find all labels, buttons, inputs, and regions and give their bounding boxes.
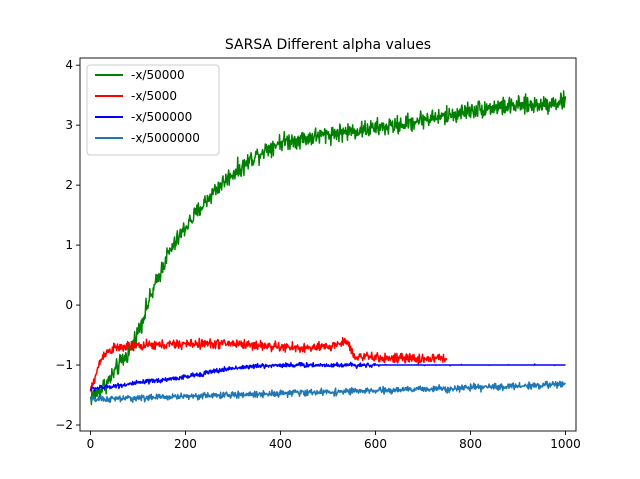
- legend-box: [86, 64, 220, 156]
- x-tick-label: 1000: [550, 437, 581, 451]
- series-line: [89, 380, 566, 404]
- legend-label: -x/50000: [131, 68, 185, 82]
- legend-label: -x/500000: [131, 110, 192, 124]
- plot-lines: [89, 90, 567, 406]
- x-axis: 0 200 400 600 800 1000: [87, 431, 581, 451]
- y-tick-label: 4: [65, 58, 73, 72]
- x-tick-label: 600: [364, 437, 387, 451]
- legend-label: -x/5000: [131, 89, 177, 103]
- y-tick-label: 1: [65, 238, 73, 252]
- series-line: [89, 336, 448, 393]
- y-tick-label: −2: [55, 418, 73, 432]
- y-axis: −2 −1 0 1 2 3 4: [55, 58, 80, 432]
- legend-label: -x/5000000: [131, 131, 200, 145]
- series-line: [89, 361, 566, 392]
- series-line: [89, 90, 567, 406]
- x-tick-label: 0: [87, 437, 95, 451]
- x-tick-label: 400: [269, 437, 292, 451]
- legend: -x/50000 -x/5000 -x/500000 -x/5000000: [86, 64, 220, 156]
- x-tick-label: 200: [174, 437, 197, 451]
- x-tick-label: 800: [459, 437, 482, 451]
- y-tick-label: −1: [55, 358, 73, 372]
- plot-frame: [79, 57, 577, 432]
- y-tick-label: 0: [65, 298, 73, 312]
- y-tick-label: 2: [65, 178, 73, 192]
- chart-title: SARSA Different alpha values: [225, 37, 431, 53]
- y-tick-label: 3: [65, 118, 73, 132]
